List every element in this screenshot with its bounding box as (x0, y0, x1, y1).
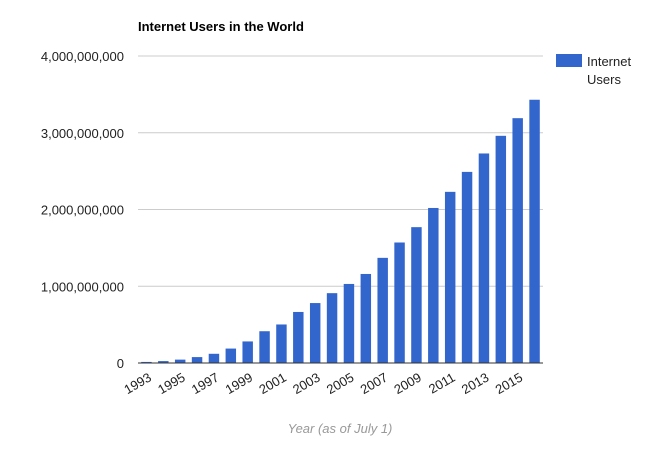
bar-1999[interactable] (242, 341, 253, 363)
legend-swatch (556, 54, 582, 67)
x-tick-label: 1997 (189, 370, 222, 397)
x-tick-label: 2013 (459, 370, 492, 397)
y-tick-label: 2,000,000,000 (41, 203, 124, 218)
bar-2002[interactable] (293, 311, 304, 363)
bar-1993[interactable] (141, 361, 152, 363)
bar-2006[interactable] (360, 273, 372, 363)
legend-label-line-2: Users (587, 72, 621, 87)
bar-2007[interactable] (377, 257, 388, 363)
legend-label-line-1: Internet (587, 54, 631, 69)
legend[interactable]: Internet Users (556, 54, 631, 87)
y-tick-label: 4,000,000,000 (41, 49, 124, 64)
bar-2015[interactable] (512, 118, 523, 363)
chart-title: Internet Users in the World (138, 19, 304, 34)
x-axis-ticks: 1993 1995 1997 1999 2001 2003 2005 2007 2009 2011… (121, 370, 525, 397)
bar-2009[interactable] (411, 227, 422, 363)
bar-2011[interactable] (444, 191, 456, 363)
bar-2004[interactable] (326, 293, 338, 363)
bar-1998[interactable] (225, 348, 237, 363)
x-axis-label: Year (as of July 1) (288, 421, 393, 436)
y-axis-ticks: 0 1,000,000,000 2,000,000,000 3,000,000,000… (41, 49, 124, 371)
bars (141, 99, 540, 363)
bar-2001[interactable] (276, 324, 287, 363)
bar-1994[interactable] (158, 361, 169, 363)
bar-2016[interactable] (529, 99, 540, 363)
bar-2000[interactable] (259, 331, 270, 363)
x-tick-label: 2003 (290, 370, 323, 397)
x-tick-label: 2015 (493, 370, 526, 397)
y-tick-label: 1,000,000,000 (41, 279, 124, 294)
bar-2013[interactable] (478, 153, 490, 363)
bar-2012[interactable] (461, 171, 473, 363)
x-tick-label: 1999 (223, 370, 256, 397)
x-tick-label: 2009 (391, 370, 424, 397)
x-tick-label: 2007 (358, 370, 391, 397)
bar-1997[interactable] (208, 353, 220, 363)
x-tick-label: 2001 (256, 370, 289, 397)
gridlines (138, 55, 543, 287)
x-tick-label: 1993 (121, 370, 154, 397)
bar-2008[interactable] (394, 242, 405, 363)
y-tick-label: 0 (117, 356, 124, 371)
bar-1996[interactable] (191, 357, 203, 363)
y-tick-label: 3,000,000,000 (41, 126, 124, 141)
x-tick-label: 2005 (324, 370, 357, 397)
bar-1995[interactable] (174, 359, 186, 363)
bar-2003[interactable] (309, 303, 321, 363)
x-tick-label: 2011 (426, 370, 458, 397)
x-tick-label: 1995 (155, 370, 188, 397)
bar-2005[interactable] (343, 283, 355, 363)
bar-2010[interactable] (428, 207, 439, 363)
bar-2014[interactable] (495, 135, 507, 363)
